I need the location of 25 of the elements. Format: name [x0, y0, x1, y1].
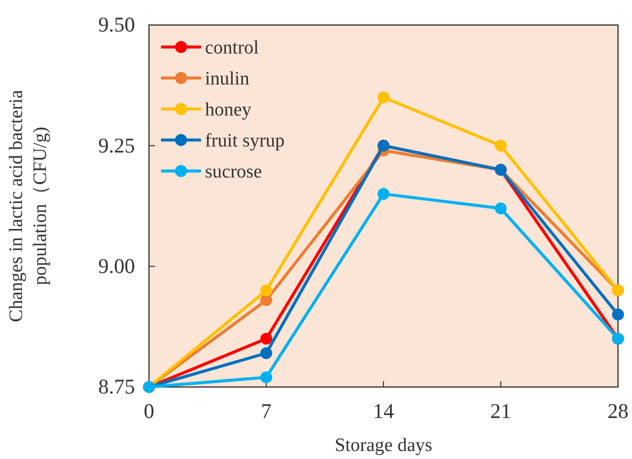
y-tick-label: 9.50 — [98, 12, 135, 37]
point — [612, 308, 624, 321]
point — [378, 188, 390, 200]
x-tick-label: 28 — [608, 398, 628, 423]
point — [260, 371, 272, 384]
x-tick-label: 14 — [373, 398, 394, 423]
legend-label: control — [205, 38, 259, 59]
point — [260, 347, 272, 360]
x-tick-label: 21 — [490, 398, 512, 423]
y-tick-label: 9.25 — [98, 133, 135, 158]
y-tick-label: 9.00 — [98, 254, 135, 278]
point — [378, 91, 390, 104]
x-tick-label: 0 — [144, 398, 154, 423]
point — [494, 202, 507, 214]
point — [260, 284, 272, 296]
legend-label: sucrose — [205, 162, 262, 183]
x-axis-title: Storage days — [334, 435, 432, 456]
point — [260, 332, 272, 345]
y-axis-title: Changes in lactic acid bacteria population（CFU/g) — [6, 89, 51, 322]
x-tick-label: 7 — [261, 398, 272, 423]
legend-label: inulin — [205, 68, 250, 90]
point — [494, 140, 507, 152]
y-tick-label: 8.75 — [98, 374, 135, 399]
legend-label: fruit syrup — [205, 130, 285, 152]
legend-label: honey — [205, 100, 252, 121]
